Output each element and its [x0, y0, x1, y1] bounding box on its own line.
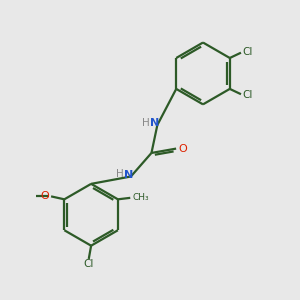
Text: N: N: [150, 118, 160, 128]
Text: O: O: [40, 191, 49, 201]
Text: Cl: Cl: [242, 47, 253, 57]
Text: N: N: [124, 170, 134, 180]
Text: H: H: [116, 169, 124, 179]
Text: Cl: Cl: [242, 90, 253, 100]
Text: CH₃: CH₃: [132, 193, 148, 202]
Text: O: O: [178, 144, 187, 154]
Text: Cl: Cl: [83, 259, 93, 269]
Text: H: H: [142, 118, 150, 128]
